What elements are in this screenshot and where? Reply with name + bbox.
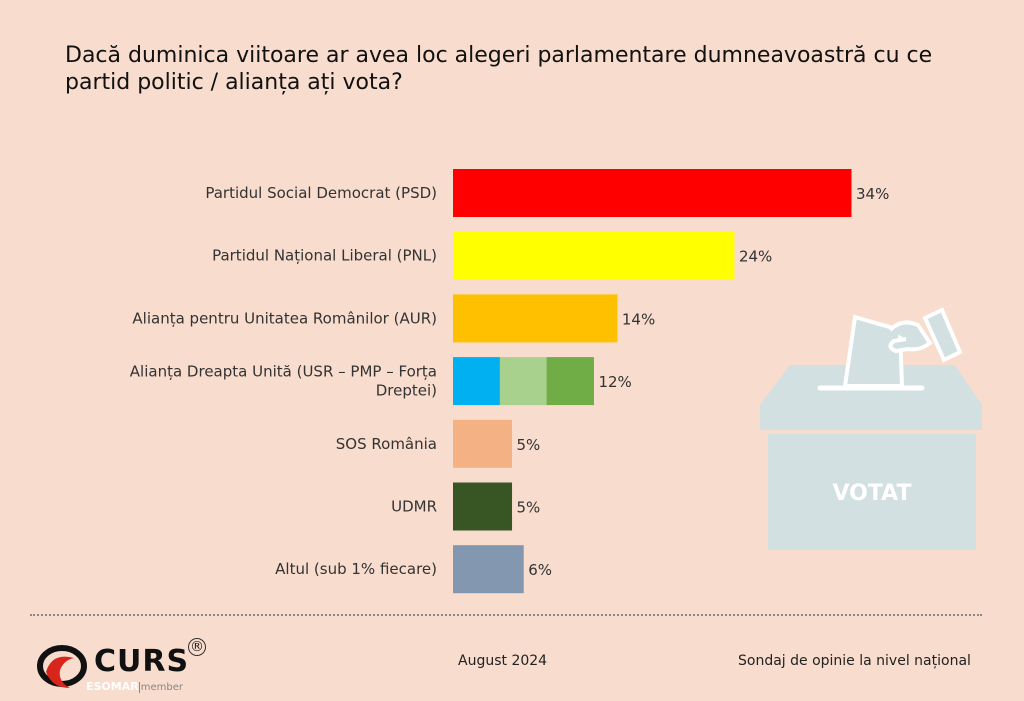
bar-5 — [453, 482, 513, 531]
footer-divider — [30, 614, 982, 616]
category-label: Dreptei) — [376, 382, 437, 400]
bar-4 — [453, 419, 513, 468]
esomar-text: ESOMAR — [86, 680, 139, 693]
bar-0 — [453, 169, 852, 217]
category-label: SOS România — [336, 435, 437, 453]
value-label: 5% — [517, 436, 541, 454]
esomar-badge: ESOMAR member — [86, 680, 183, 693]
ballot-box-illustration: VOTAT — [760, 307, 982, 550]
survey-date: August 2024 — [458, 653, 548, 669]
category-label: Partidul Social Democrat (PSD) — [205, 184, 437, 202]
value-label: 12% — [598, 373, 631, 391]
logo-text: CURS — [94, 644, 190, 679]
curs-logo-icon — [37, 645, 87, 688]
category-label: UDMR — [391, 498, 437, 516]
bar-3-segment-2 — [546, 357, 594, 406]
value-label: 5% — [517, 499, 541, 517]
bar-6 — [453, 545, 524, 594]
category-label: Altul (sub 1% fiecare) — [275, 560, 437, 578]
bar-3-segment-0 — [453, 357, 501, 406]
ballot-box-label: VOTAT — [833, 481, 912, 506]
bar-3-segment-1 — [499, 357, 548, 406]
value-label: 24% — [739, 248, 772, 266]
chart-title: Dacă duminica viitoare ar avea loc alege… — [65, 43, 933, 95]
survey-note: Sondaj de opinie la nivel național — [738, 653, 971, 669]
category-label: Partidul Național Liberal (PNL) — [212, 247, 437, 265]
bar-2 — [453, 294, 618, 343]
esomar-member-text: member — [138, 682, 183, 693]
bar-1 — [453, 231, 735, 280]
value-label: 34% — [856, 185, 889, 203]
category-label: Alianța Dreapta Unită (USR – PMP – Forța — [130, 363, 437, 381]
value-label: 6% — [528, 561, 552, 579]
category-label: Alianța pentru Unitatea Românilor (AUR) — [132, 309, 437, 327]
registered-mark-icon: ® — [188, 638, 206, 656]
curs-logo: CURS ® ESOMAR member — [36, 638, 216, 700]
value-label: 14% — [622, 310, 655, 328]
